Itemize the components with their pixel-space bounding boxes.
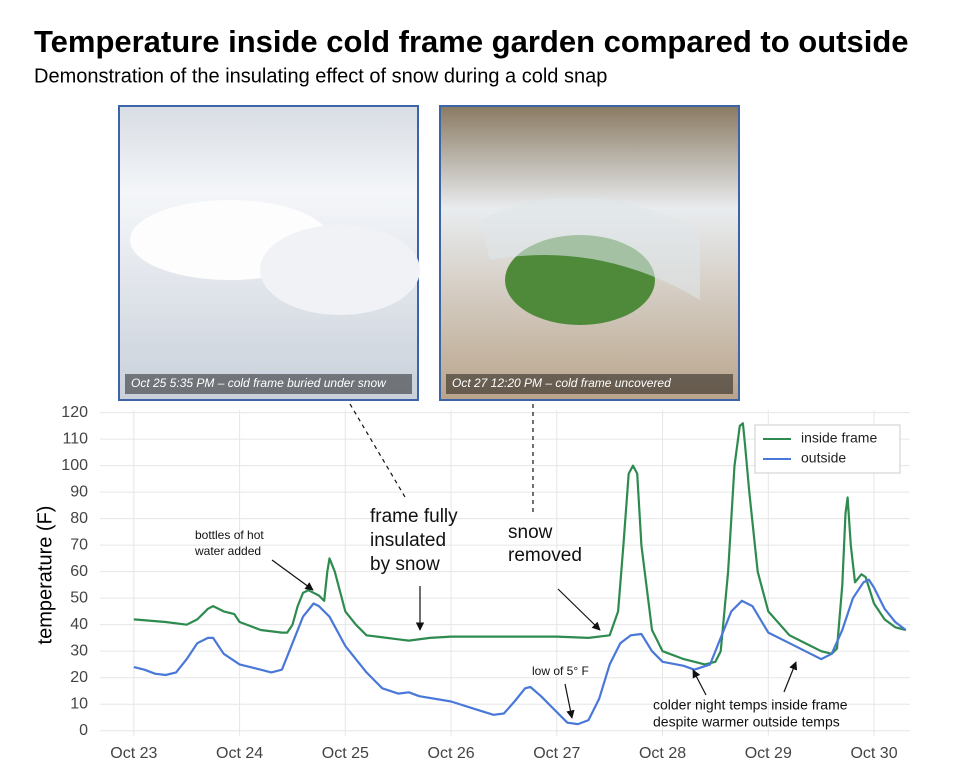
y-tick-label: 110 bbox=[62, 430, 88, 447]
y-tick-label: 30 bbox=[70, 642, 88, 659]
caption-band bbox=[125, 374, 412, 394]
annotation: snow bbox=[508, 522, 553, 543]
y-tick-label: 40 bbox=[70, 616, 88, 633]
chart-subtitle: Demonstration of the insulating effect o… bbox=[34, 65, 607, 87]
chart-title: Temperature inside cold frame garden com… bbox=[34, 24, 909, 59]
arrow bbox=[557, 588, 601, 631]
x-tick-label: Oct 30 bbox=[850, 745, 897, 762]
photo bbox=[439, 105, 740, 401]
snow-mound bbox=[260, 225, 420, 315]
photo-caption: Oct 27 12:20 PM – cold frame uncovered bbox=[452, 376, 671, 390]
annotation: frame fully bbox=[370, 506, 458, 527]
y-tick-label: 80 bbox=[70, 510, 88, 527]
annotation: bottles of hot bbox=[195, 528, 264, 542]
x-tick-label: Oct 27 bbox=[533, 745, 580, 762]
x-tick-label: Oct 23 bbox=[110, 745, 157, 762]
arrow bbox=[271, 559, 314, 591]
y-tick-label: 0 bbox=[79, 722, 88, 739]
grid: 0 10 20 30 40 50 60 70 80 90 100 110 120 Oct 23 Oct 24… bbox=[61, 404, 910, 762]
annotations: bottles of hot water added frame fully insu… bbox=[194, 506, 848, 730]
x-tick-label: Oct 29 bbox=[745, 745, 792, 762]
annotation: insulated bbox=[370, 530, 446, 551]
arrow bbox=[783, 661, 798, 693]
arrow bbox=[564, 683, 575, 719]
annotation: by snow bbox=[370, 554, 440, 575]
annotation: low of 5° F bbox=[532, 664, 589, 678]
y-tick-label: 120 bbox=[61, 404, 88, 421]
annotation: colder night temps inside frame bbox=[653, 697, 848, 713]
leader-line bbox=[349, 403, 406, 498]
annotation: water added bbox=[194, 544, 261, 558]
legend: inside frame outside bbox=[754, 424, 901, 474]
y-tick-label: 50 bbox=[70, 589, 88, 606]
plastic-cover bbox=[480, 197, 700, 300]
arrow bbox=[692, 669, 707, 696]
series-line bbox=[133, 578, 907, 726]
annotation: despite warmer outside temps bbox=[653, 714, 840, 730]
annotation: removed bbox=[508, 545, 582, 566]
y-axis-label: temperature (F) bbox=[34, 506, 56, 645]
photo bbox=[118, 105, 420, 401]
caption-band bbox=[446, 374, 733, 394]
y-tick-label: 20 bbox=[70, 669, 88, 686]
legend-label: inside frame bbox=[801, 430, 877, 446]
y-tick-label: 10 bbox=[70, 695, 88, 712]
x-tick-label: Oct 25 bbox=[322, 745, 369, 762]
y-tick-label: 90 bbox=[70, 483, 88, 500]
photo-caption: Oct 25 5:35 PM – cold frame buried under… bbox=[131, 376, 387, 390]
x-tick-label: Oct 24 bbox=[216, 745, 263, 762]
y-tick-label: 70 bbox=[70, 536, 88, 553]
series-line bbox=[133, 422, 907, 666]
y-tick-label: 100 bbox=[61, 457, 88, 474]
x-tick-label: Oct 28 bbox=[639, 745, 686, 762]
plot bbox=[133, 422, 907, 726]
y-tick-label: 60 bbox=[70, 563, 88, 580]
annotation-arrows bbox=[271, 403, 798, 719]
legend-box bbox=[754, 424, 901, 474]
x-tick-label: Oct 26 bbox=[428, 745, 475, 762]
legend-label: outside bbox=[801, 450, 846, 466]
